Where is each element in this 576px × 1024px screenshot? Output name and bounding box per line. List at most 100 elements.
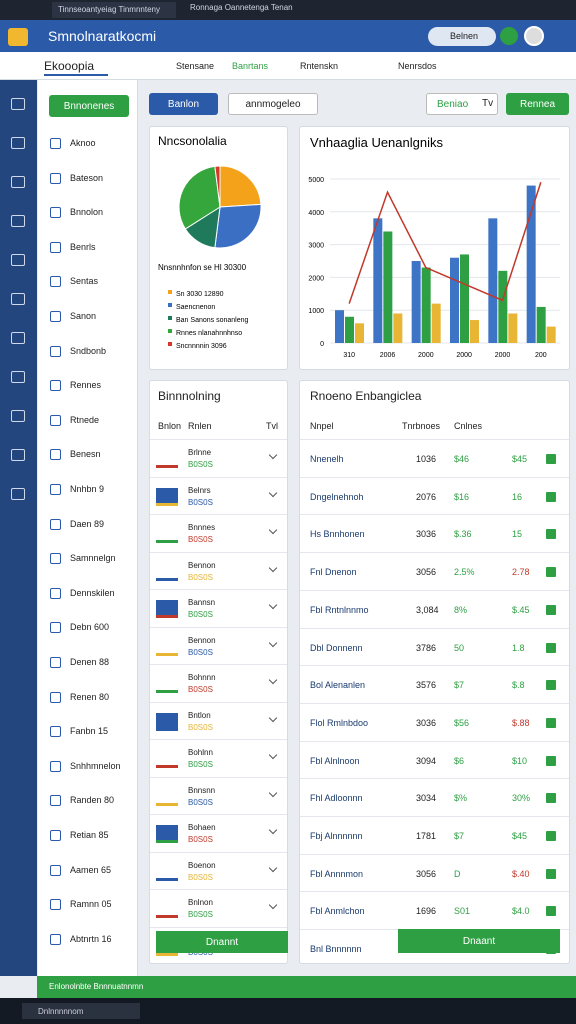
row-icon xyxy=(156,900,178,918)
row-chevron[interactable] xyxy=(268,675,278,685)
rail-icon[interactable] xyxy=(11,254,25,266)
y-tick-label: 2000 xyxy=(308,275,324,282)
row-chevron[interactable] xyxy=(268,900,278,910)
sidebar-item[interactable]: Benesn xyxy=(70,449,101,460)
row-chevron[interactable] xyxy=(268,525,278,535)
sidebar-icon xyxy=(50,311,61,322)
tab[interactable]: Ronnaga Oannetenga Tenan xyxy=(190,3,293,12)
legend-swatch xyxy=(168,290,172,294)
sidebar-item[interactable]: Daen 89 xyxy=(70,518,105,529)
sidebar-item[interactable]: Randen 80 xyxy=(70,795,115,806)
row-title: Bnlnon xyxy=(188,898,213,907)
row-chevron[interactable] xyxy=(268,450,278,460)
status-icon[interactable] xyxy=(500,27,518,45)
sidebar-item[interactable]: Aamen 65 xyxy=(70,864,112,875)
sidebar-item[interactable]: Retian 85 xyxy=(70,830,109,840)
row-chevron[interactable] xyxy=(268,713,278,722)
row-checkbox[interactable] xyxy=(546,454,556,464)
sidebar-icon xyxy=(50,241,61,253)
row-change: $7 xyxy=(454,680,465,691)
toolbar-button[interactable]: Beniao xyxy=(426,93,498,115)
row-sub: B0S0S xyxy=(188,872,213,882)
sidebar-item[interactable]: Dennskilen xyxy=(70,587,115,598)
row-change: D xyxy=(454,868,461,879)
sidebar-item[interactable]: Aknoo xyxy=(70,138,96,148)
search[interactable]: Belnen xyxy=(428,27,496,46)
row-checkbox[interactable] xyxy=(546,868,556,879)
sidebar-item[interactable]: Sanon xyxy=(70,311,97,321)
row-checkbox[interactable] xyxy=(546,906,556,917)
rail-icon[interactable] xyxy=(11,488,25,500)
tab[interactable]: Tinnseoantyeiag Tinmnnteny xyxy=(52,2,176,18)
sidebar-item[interactable]: Rtnede xyxy=(70,414,100,425)
taskbar-search[interactable]: Dnlnnnnnom xyxy=(22,1003,140,1019)
rail-icon[interactable] xyxy=(11,293,25,305)
toolbar-button[interactable]: Rennea xyxy=(506,93,569,115)
nav-item[interactable]: Stensane xyxy=(176,61,215,71)
table-row: Bohlnn B0S0S xyxy=(150,739,287,777)
legend-label: Sn 3030 12890 xyxy=(176,291,224,298)
sidebar-item[interactable]: Denen 88 xyxy=(70,657,110,667)
row-checkbox[interactable] xyxy=(546,604,556,615)
row-chevron[interactable] xyxy=(268,563,278,572)
sidebar-item[interactable]: Bateson xyxy=(70,172,104,183)
rail-icon[interactable] xyxy=(11,215,25,227)
sidebar-item[interactable]: Abtnrtn 16 xyxy=(70,933,112,944)
row-chevron[interactable] xyxy=(268,825,278,835)
sidebar-item[interactable]: Sndbonb xyxy=(70,345,107,356)
sidebar-item[interactable]: Rennes xyxy=(70,380,102,391)
bar-chart: Vnhaaglia Uenanlgniks 0 1000 2000 3000 4000 50… xyxy=(308,135,560,359)
row-chevron[interactable] xyxy=(268,638,278,647)
toolbar-button[interactable]: Banlon xyxy=(149,93,218,115)
rail-icon[interactable] xyxy=(11,332,25,344)
row-amount: $45 xyxy=(512,454,528,464)
row-checkbox[interactable] xyxy=(546,717,556,728)
sidebar-item[interactable]: Sentas xyxy=(70,276,99,287)
rail-icon[interactable] xyxy=(11,371,25,383)
sidebar-item[interactable]: Bnnolon xyxy=(70,207,104,218)
row-checkbox[interactable] xyxy=(546,491,556,502)
row-checkbox[interactable] xyxy=(546,567,556,578)
row-chevron[interactable] xyxy=(268,863,278,872)
nav-item[interactable]: Banrtans xyxy=(232,61,269,71)
sidebar-item[interactable]: Benrls xyxy=(70,241,96,252)
row-icon xyxy=(156,825,178,843)
row-checkbox[interactable] xyxy=(546,529,556,540)
sidebar-item[interactable]: Samnnelgn xyxy=(70,553,116,564)
bar xyxy=(411,261,421,343)
sidebar-item[interactable]: Fanbn 15 xyxy=(70,726,109,737)
row-checkbox[interactable] xyxy=(546,642,556,653)
row-chevron[interactable] xyxy=(268,750,278,760)
app-header: Smnolnaratkocmi Belnen xyxy=(0,20,576,52)
row-change: $46 xyxy=(454,454,470,464)
rail-icon[interactable] xyxy=(11,98,25,110)
sidebar-button[interactable]: Bnnonenes xyxy=(49,95,129,117)
sidebar-item[interactable]: Nnhbn 9 xyxy=(70,484,105,494)
sidebar-item[interactable]: Snhhmnelon xyxy=(70,760,121,771)
sidebar-item[interactable]: Ramnn 05 xyxy=(70,899,112,910)
row-icon xyxy=(156,450,178,468)
table-button[interactable]: Dnannt xyxy=(156,931,288,953)
toolbar-button[interactable]: annmogeleo xyxy=(228,93,318,115)
nav-item[interactable]: Nenrsdos xyxy=(398,61,437,71)
pie-slice xyxy=(178,165,221,230)
rail-icon[interactable] xyxy=(11,449,25,461)
row-checkbox[interactable] xyxy=(546,680,556,691)
row-chevron[interactable] xyxy=(268,600,278,610)
rail-icon[interactable] xyxy=(11,176,25,188)
table-button[interactable]: Dnaant xyxy=(398,929,560,953)
nav-item[interactable]: Rntenskn xyxy=(300,61,339,71)
row-checkbox[interactable] xyxy=(546,831,556,841)
row-chevron[interactable] xyxy=(268,488,278,497)
row-amount: $10 xyxy=(512,755,528,766)
rail-icon[interactable] xyxy=(11,410,25,422)
rail-icon[interactable] xyxy=(11,137,25,149)
row-checkbox[interactable] xyxy=(546,755,556,766)
sidebar-item[interactable]: Renen 80 xyxy=(70,691,110,702)
row-icon xyxy=(156,712,178,731)
row-chevron[interactable] xyxy=(268,788,278,797)
avatar[interactable] xyxy=(524,26,544,46)
row-checkbox[interactable] xyxy=(546,793,556,804)
sidebar-item[interactable]: Debn 600 xyxy=(70,622,110,633)
nav-tab[interactable]: Ekooopia xyxy=(44,56,108,76)
